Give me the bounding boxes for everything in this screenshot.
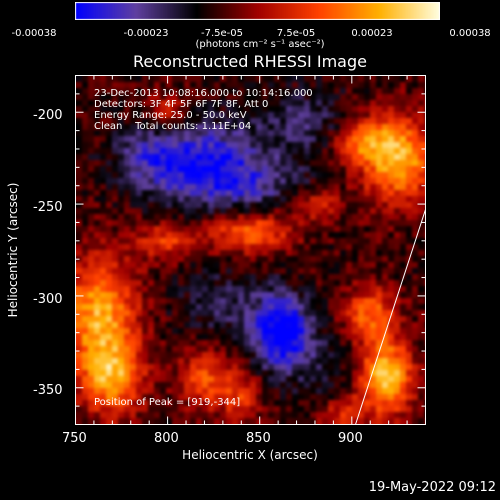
- x-axis-title: Heliocentric X (arcsec): [182, 448, 318, 462]
- x-tick-label: 850: [246, 431, 271, 446]
- footer-timestamp: 19-May-2022 09:12: [368, 480, 496, 495]
- colorbar-tick: -7.5e-05: [201, 28, 243, 39]
- x-tick-label: 900: [338, 431, 363, 446]
- y-axis-title: Heliocentric Y (arcsec): [6, 182, 20, 318]
- info-time-range: 23-Dec-2013 10:08:16.000 to 10:14:16.000: [94, 88, 313, 99]
- y-tick-label: -200: [33, 108, 63, 123]
- info-detectors: Detectors: 3F 4F 5F 6F 7F 8F, Att 0: [94, 99, 269, 110]
- info-clean-counts: Clean Total counts: 1.11E+04: [94, 121, 252, 132]
- colorbar-tick: 0.00038: [449, 28, 491, 39]
- info-energy-range: Energy Range: 25.0 - 50.0 keV: [94, 110, 247, 121]
- colorbar-tick: -0.00038: [11, 28, 57, 39]
- plot-title: Reconstructed RHESSI Image: [133, 52, 367, 71]
- y-tick-label: -250: [33, 200, 63, 215]
- y-tick-label: -300: [33, 292, 63, 307]
- x-tick-label: 750: [62, 431, 87, 446]
- colorbar-tick: 7.5e-05: [276, 28, 316, 39]
- info-peak-position: Position of Peak = [919,-344]: [94, 397, 241, 408]
- colorbar: [75, 2, 440, 20]
- y-tick-label: -350: [33, 383, 63, 398]
- colorbar-tick: -0.00023: [123, 28, 169, 39]
- x-tick-label: 800: [154, 431, 179, 446]
- colorbar-units: (photons cm⁻² s⁻¹ asec⁻²): [195, 39, 325, 50]
- colorbar-tick: 0.00023: [351, 28, 393, 39]
